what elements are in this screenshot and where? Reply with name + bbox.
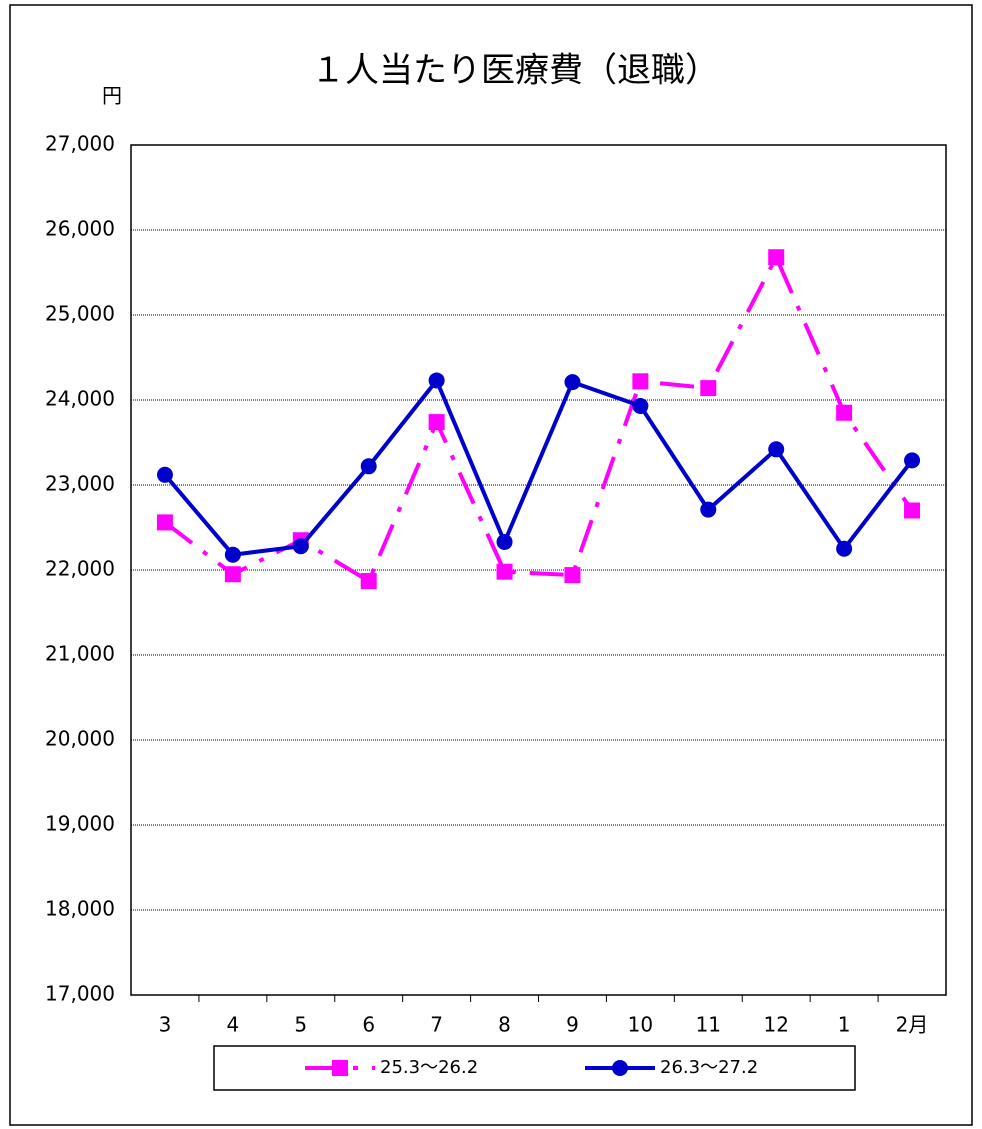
x-tick-label: 3 xyxy=(159,1013,172,1037)
marker xyxy=(332,1060,348,1076)
marker xyxy=(768,441,785,458)
marker xyxy=(292,538,309,555)
y-tick-label: 27,000 xyxy=(45,132,115,156)
x-tick-label: 9 xyxy=(566,1013,579,1037)
x-tick-label: 12 xyxy=(763,1013,788,1037)
marker xyxy=(904,452,921,469)
marker xyxy=(360,573,377,590)
y-tick-label: 20,000 xyxy=(45,727,115,751)
marker xyxy=(632,373,649,390)
marker xyxy=(768,249,785,266)
marker xyxy=(632,397,649,414)
x-tick-label: 5 xyxy=(294,1013,307,1037)
x-tick-label: 8 xyxy=(498,1013,511,1037)
marker xyxy=(156,466,173,483)
legend-label: 25.3～26.2 xyxy=(380,1057,478,1078)
x-tick-label: 4 xyxy=(227,1013,240,1037)
marker xyxy=(612,1060,628,1076)
y-tick-label: 21,000 xyxy=(45,642,115,666)
marker xyxy=(700,501,717,518)
y-tick-label: 17,000 xyxy=(45,982,115,1006)
y-tick-label: 22,000 xyxy=(45,557,115,581)
y-tick-label: 19,000 xyxy=(45,812,115,836)
marker xyxy=(360,458,377,475)
marker xyxy=(904,502,921,519)
y-tick-label: 24,000 xyxy=(45,387,115,411)
y-unit: 円 xyxy=(102,84,122,108)
marker xyxy=(496,533,513,550)
marker xyxy=(428,372,445,389)
marker xyxy=(156,514,173,531)
marker xyxy=(700,380,717,397)
series-line xyxy=(163,376,914,557)
y-tick-label: 26,000 xyxy=(45,217,115,241)
marker xyxy=(564,374,581,391)
x-tick-label: 1 xyxy=(838,1013,851,1037)
x-tick-label: 2月 xyxy=(896,1013,929,1037)
x-tick-label: 6 xyxy=(362,1013,375,1037)
marker xyxy=(836,404,853,421)
chart-title: １人当たり医療費（退職） xyxy=(311,51,719,91)
marker xyxy=(836,540,853,557)
x-tick-label: 10 xyxy=(628,1013,653,1037)
marker xyxy=(428,414,445,431)
x-tick-label: 11 xyxy=(696,1013,721,1037)
x-tick-label: 7 xyxy=(430,1013,443,1037)
y-tick-label: 23,000 xyxy=(45,472,115,496)
legend-label: 26.3～27.2 xyxy=(660,1057,758,1078)
y-tick-label: 18,000 xyxy=(45,897,115,921)
y-tick-label: 25,000 xyxy=(45,302,115,326)
marker xyxy=(564,567,581,584)
chart-border xyxy=(9,4,973,1126)
marker xyxy=(224,566,241,583)
marker xyxy=(224,546,241,563)
marker xyxy=(496,563,513,580)
